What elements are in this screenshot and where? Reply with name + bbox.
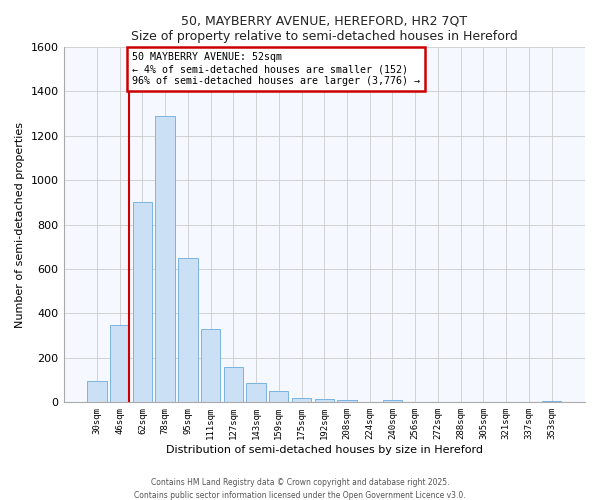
Bar bbox=[292, 398, 311, 402]
Bar bbox=[269, 391, 289, 402]
Bar bbox=[87, 381, 107, 402]
Bar bbox=[247, 384, 266, 402]
Bar bbox=[383, 400, 402, 402]
Bar bbox=[110, 324, 130, 402]
Bar bbox=[337, 400, 356, 402]
Bar bbox=[224, 367, 243, 402]
Y-axis label: Number of semi-detached properties: Number of semi-detached properties bbox=[15, 122, 25, 328]
Bar bbox=[178, 258, 197, 402]
Text: 50 MAYBERRY AVENUE: 52sqm
← 4% of semi-detached houses are smaller (152)
96% of : 50 MAYBERRY AVENUE: 52sqm ← 4% of semi-d… bbox=[132, 52, 420, 86]
Bar bbox=[155, 116, 175, 403]
Text: Contains HM Land Registry data © Crown copyright and database right 2025.
Contai: Contains HM Land Registry data © Crown c… bbox=[134, 478, 466, 500]
Title: 50, MAYBERRY AVENUE, HEREFORD, HR2 7QT
Size of property relative to semi-detache: 50, MAYBERRY AVENUE, HEREFORD, HR2 7QT S… bbox=[131, 15, 518, 43]
Bar bbox=[542, 401, 561, 402]
Bar bbox=[314, 399, 334, 402]
Bar bbox=[201, 329, 220, 402]
Bar bbox=[133, 202, 152, 402]
X-axis label: Distribution of semi-detached houses by size in Hereford: Distribution of semi-detached houses by … bbox=[166, 445, 483, 455]
